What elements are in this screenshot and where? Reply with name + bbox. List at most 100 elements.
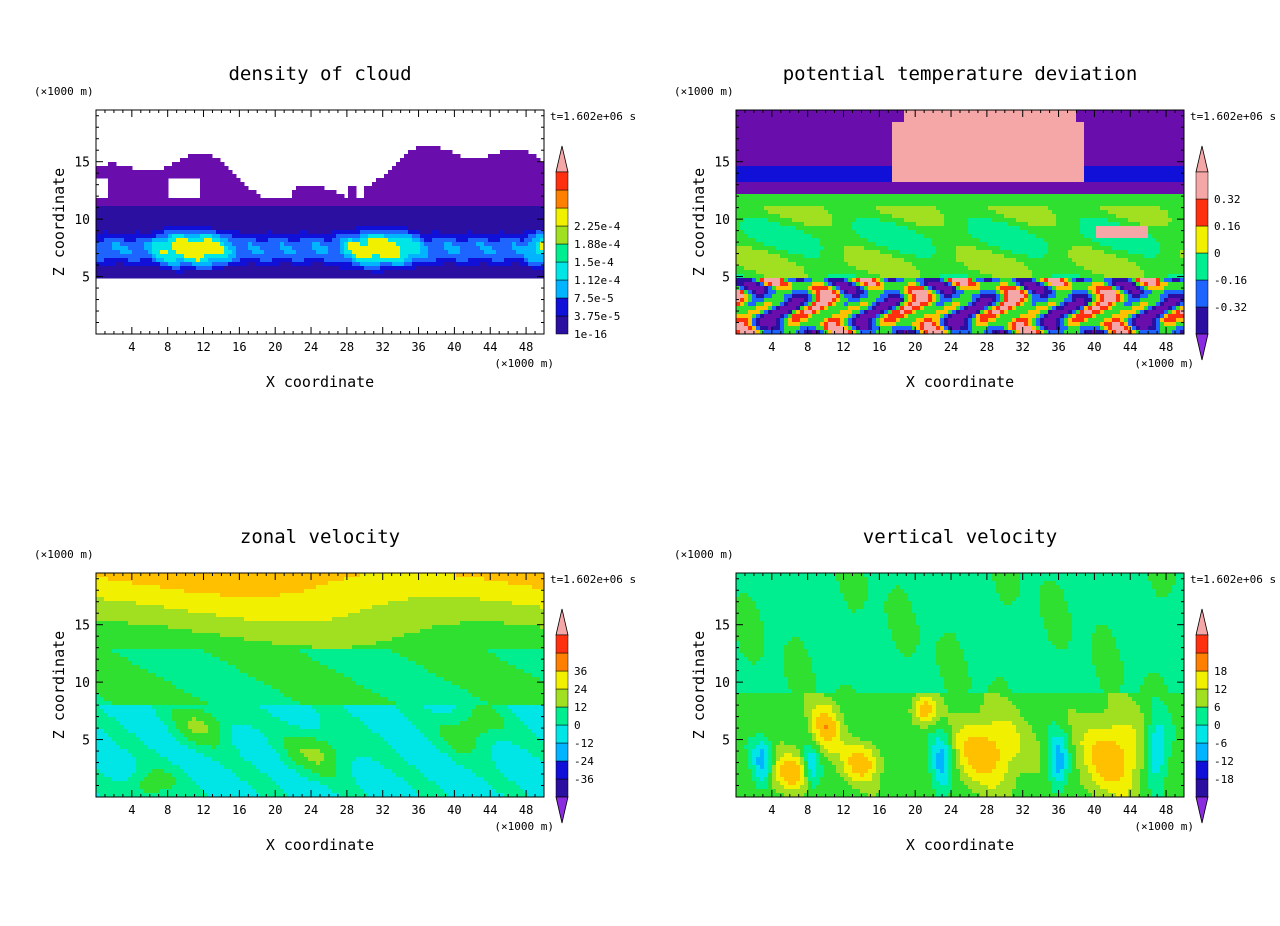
- heatmap-cell: [1120, 134, 1124, 138]
- heatmap-cell: [880, 130, 884, 134]
- heatmap-cell: [196, 210, 200, 214]
- heatmap-cell: [120, 206, 124, 210]
- heatmap-cell: [320, 262, 324, 266]
- heatmap-cell: [1148, 146, 1152, 150]
- heatmap-cell: [392, 258, 396, 262]
- heatmap-cell: [472, 254, 476, 258]
- heatmap-cell: [524, 258, 528, 262]
- heatmap-cell: [304, 254, 308, 258]
- heatmap-cell: [492, 154, 496, 158]
- heatmap-cell: [368, 238, 372, 242]
- heatmap-cell: [304, 238, 308, 242]
- heatmap-cell: [356, 210, 360, 214]
- heatmap-cell: [916, 126, 920, 130]
- heatmap-cell: [744, 158, 748, 162]
- heatmap-cell: [108, 202, 112, 206]
- heatmap-cell: [536, 190, 540, 194]
- heatmap-cell: [460, 174, 464, 178]
- heatmap-cell: [400, 170, 404, 174]
- heatmap-cell: [420, 274, 424, 278]
- heatmap-cell: [1156, 122, 1160, 126]
- heatmap-cell: [164, 182, 168, 186]
- heatmap-cell: [364, 246, 368, 250]
- heatmap-cell: [836, 126, 840, 130]
- heatmap-cell: [140, 246, 144, 250]
- heatmap-cell: [1168, 130, 1172, 134]
- heatmap-cell: [1052, 150, 1056, 154]
- heatmap-cell: [228, 262, 232, 266]
- heatmap-cell: [980, 162, 984, 166]
- heatmap-cell: [1016, 138, 1020, 142]
- heatmap-cell: [788, 166, 792, 170]
- heatmap-cell: [124, 202, 128, 206]
- heatmap-cell: [160, 182, 164, 186]
- heatmap-cell: [200, 234, 204, 238]
- heatmap-cell: [1144, 122, 1148, 126]
- heatmap-cell: [396, 202, 400, 206]
- heatmap-cell: [1100, 170, 1104, 174]
- heatmap-cell: [420, 158, 424, 162]
- heatmap-cell: [288, 234, 292, 238]
- heatmap-cell: [284, 222, 288, 226]
- heatmap-cell: [104, 226, 108, 230]
- heatmap-cell: [488, 214, 492, 218]
- heatmap-cell: [528, 182, 532, 186]
- heatmap-cell: [480, 218, 484, 222]
- heatmap-cell: [296, 186, 300, 190]
- heatmap-cell: [328, 270, 332, 274]
- heatmap-cell: [812, 118, 816, 122]
- heatmap-cell: [348, 226, 352, 230]
- heatmap-cell: [1044, 110, 1048, 114]
- heatmap-cell: [528, 250, 532, 254]
- heatmap-cell: [412, 242, 416, 246]
- heatmap-cell: [1020, 162, 1024, 166]
- heatmap-cell: [516, 242, 520, 246]
- heatmap-cell: [1048, 150, 1052, 154]
- heatmap-cell: [280, 274, 284, 278]
- heatmap-cell: [168, 230, 172, 234]
- heatmap-cell: [512, 250, 516, 254]
- heatmap-cell: [416, 194, 420, 198]
- heatmap-cell: [472, 162, 476, 166]
- heatmap-cell: [476, 234, 480, 238]
- heatmap-cell: [412, 234, 416, 238]
- heatmap-cell: [260, 214, 264, 218]
- heatmap-cell: [244, 246, 248, 250]
- heatmap-cell: [312, 186, 316, 190]
- heatmap-cell: [472, 230, 476, 234]
- heatmap-cell: [820, 166, 824, 170]
- heatmap-cell: [188, 226, 192, 230]
- heatmap-cell: [444, 186, 448, 190]
- heatmap-cell: [956, 146, 960, 150]
- heatmap-cell: [508, 254, 512, 258]
- heatmap-cell: [520, 162, 524, 166]
- heatmap-cell: [992, 162, 996, 166]
- heatmap-cell: [768, 158, 772, 162]
- heatmap-cell: [136, 234, 140, 238]
- heatmap-cell: [500, 178, 504, 182]
- heatmap-cell: [984, 154, 988, 158]
- heatmap-cell: [1060, 138, 1064, 142]
- heatmap-cell: [216, 234, 220, 238]
- heatmap-cell: [816, 162, 820, 166]
- heatmap-cell: [1140, 170, 1144, 174]
- heatmap-cell: [340, 222, 344, 226]
- heatmap-cell: [148, 242, 152, 246]
- heatmap-cell: [188, 238, 192, 242]
- heatmap-cell: [300, 234, 304, 238]
- heatmap-cell: [960, 166, 964, 170]
- heatmap-cell: [1104, 130, 1108, 134]
- heatmap-cell: [1092, 146, 1096, 150]
- heatmap-cell: [272, 214, 276, 218]
- heatmap-cell: [172, 242, 176, 246]
- heatmap-cell: [420, 234, 424, 238]
- heatmap-cell: [960, 126, 964, 130]
- heatmap-cell: [176, 262, 180, 266]
- heatmap-cell: [516, 170, 520, 174]
- heatmap-cell: [436, 254, 440, 258]
- heatmap-cell: [124, 246, 128, 250]
- heatmap-cell: [128, 274, 132, 278]
- heatmap-cell: [900, 170, 904, 174]
- heatmap-cell: [420, 170, 424, 174]
- heatmap-cell: [536, 174, 540, 178]
